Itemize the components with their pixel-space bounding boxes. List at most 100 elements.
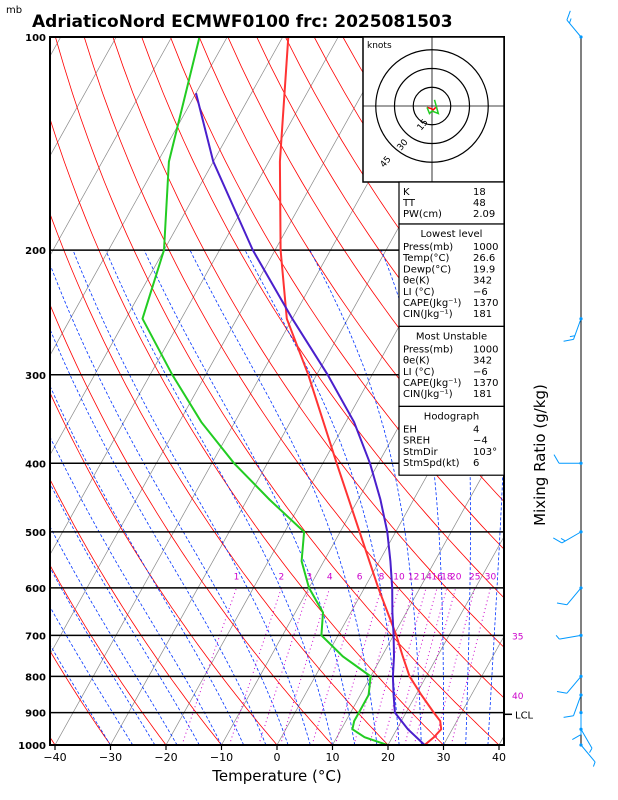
wind-barb-staff: [559, 634, 582, 640]
dry-adiabat-line: [50, 564, 167, 745]
wind-barb-column: [553, 10, 596, 767]
isotherm-line: [50, 37, 173, 257]
mixing-ratio-line: [228, 587, 282, 745]
x-tick-label: 30: [437, 751, 451, 764]
mixing-ratio-line: [413, 587, 457, 745]
most-unstable-row-label: θe(K): [403, 356, 430, 367]
index-row-value: 18: [473, 187, 486, 198]
most-unstable-title: Most Unstable: [416, 331, 487, 342]
mixing-ratio-label: 30: [485, 573, 497, 583]
lowest-level-row-value: 342: [473, 276, 492, 287]
mixing-ratio-line: [450, 587, 491, 745]
index-row-value: 48: [473, 198, 486, 209]
moist-adiabat-line: [72, 249, 311, 745]
most-unstable-row-label: CIN(Jkg⁻¹): [403, 389, 453, 400]
isotherm-line: [555, 37, 618, 745]
wind-barb-staff: [561, 531, 582, 544]
dry-adiabat-line: [50, 303, 333, 745]
dry-adiabat-line: [198, 37, 504, 503]
y-tick-label: 900: [25, 709, 46, 720]
dry-adiabat-line: [112, 37, 504, 648]
y-tick-label: 100: [25, 33, 46, 44]
index-row-label: TT: [402, 198, 416, 209]
index-row-label: PW(cm): [403, 209, 442, 220]
lowest-level-row-value: −6: [473, 287, 488, 298]
y-tick-label: 600: [25, 584, 46, 595]
wind-barb-flag: [555, 634, 560, 640]
lowest-level-row-label: CIN(Jkg⁻¹): [403, 309, 453, 320]
wind-barb-flag: [553, 454, 560, 464]
y-tick-label: 400: [25, 459, 46, 470]
y-tick-label: 200: [25, 246, 46, 257]
wind-barb-staff: [573, 694, 582, 716]
dry-adiabat-line: [50, 212, 389, 745]
hodograph-unit: knots: [367, 41, 392, 51]
mixing-ratio-line: [258, 587, 310, 745]
dewpoint-profile-line: [141, 37, 388, 745]
mixing-ratio-label: 20: [450, 573, 462, 583]
index-row-value: 2.09: [473, 209, 495, 220]
y-tick-label: 300: [25, 371, 46, 382]
mixing-ratio-label: 6: [357, 573, 363, 583]
wind-barb-flag: [556, 691, 567, 694]
isotherm-line: [0, 37, 5, 745]
moist-adiabat-line: [50, 436, 222, 745]
x-axis-title: Temperature (°C): [211, 767, 341, 785]
wind-barb-flag: [563, 338, 574, 342]
lowest-level-row-label: Press(mb): [403, 242, 453, 253]
wind-barb-staff: [566, 587, 582, 606]
mixing-ratio-label: 3: [306, 573, 312, 583]
most-unstable-row-value: 1370: [473, 378, 498, 389]
y-tick-label: 500: [25, 528, 46, 539]
mixing-ratio-label: 10: [393, 573, 405, 583]
mixing-ratio-axis-title: Mixing Ratio (g/kg): [531, 384, 549, 526]
y-tick-label: 800: [25, 672, 46, 683]
x-tick-label: −40: [43, 751, 66, 764]
x-tick-label: 20: [381, 751, 395, 764]
moist-adiabat-line: [50, 644, 111, 745]
x-tick-label: 0: [274, 751, 281, 764]
y-tick-label: 700: [25, 631, 46, 642]
wind-barb-flag: [572, 734, 582, 741]
mixing-ratio-label: 4: [327, 573, 333, 583]
isotherm-line: [50, 37, 339, 556]
y-axis-ticks: 100 200 300 400 500 600 700 800 900 1000: [18, 33, 46, 752]
isotherm-line: [332, 436, 504, 745]
wind-barb-staff: [566, 19, 582, 38]
wind-barb-staff: [580, 744, 596, 763]
wind-barb-flag: [568, 18, 572, 24]
most-unstable-row-value: −6: [473, 367, 488, 378]
mixing-ratio-label: 18: [441, 573, 453, 583]
hodograph-params-row-value: 6: [473, 458, 479, 469]
wind-barb-flag: [592, 761, 596, 767]
lowest-level-row-value: 26.6: [473, 253, 495, 264]
isotherm-line: [50, 37, 228, 356]
hodograph-trace-mid: [426, 99, 440, 115]
hodograph-inset: knots 15 30 45: [362, 36, 505, 183]
index-row-label: K: [403, 187, 410, 198]
lcl-label: LCL: [515, 710, 534, 721]
most-unstable-row-label: Press(mb): [403, 344, 453, 355]
lowest-level-block: [398, 223, 505, 328]
hodograph-trace-low: [426, 106, 437, 111]
most-unstable-row-label: LI (°C): [403, 367, 435, 378]
dry-adiabat-line: [573, 37, 618, 745]
hodograph-params-row-value: 4: [473, 424, 479, 435]
moist-adiabat-line: [244, 249, 400, 745]
chart-title: AdriaticoNord ECMWF0100 frc: 2025081503: [32, 12, 453, 32]
dry-adiabat-line: [141, 37, 504, 599]
moist-adiabat-line: [50, 263, 289, 745]
lowest-level-row-label: Temp(°C): [402, 253, 450, 264]
mixing-ratio-label: 16: [431, 573, 443, 583]
temperature-profile-line: [278, 37, 443, 745]
wind-barb-flag: [560, 537, 566, 542]
hodograph-params-row-label: StmSpd(kt): [403, 458, 460, 469]
moist-adiabat-line: [50, 525, 178, 745]
mixing-ratio-label: 8: [379, 573, 385, 583]
moist-adiabat-line: [50, 606, 134, 745]
moist-adiabat-line: [50, 566, 156, 745]
x-tick-label: 10: [326, 751, 340, 764]
indices-block: [398, 181, 505, 225]
